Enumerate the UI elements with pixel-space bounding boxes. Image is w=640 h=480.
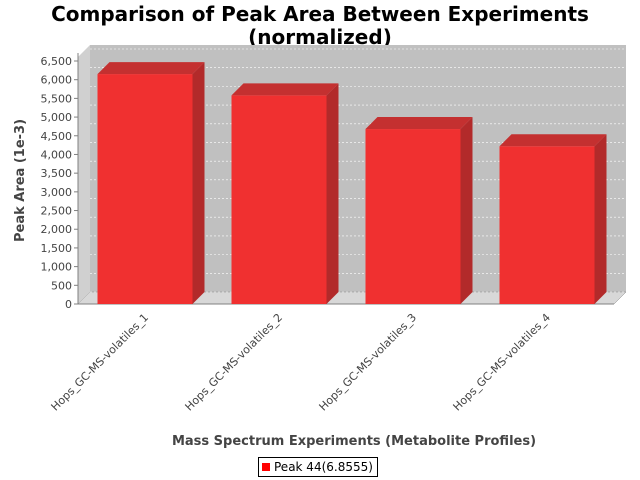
bar-top xyxy=(97,62,205,75)
x-tick-label: Hops_GC-MS-volatiles_3 xyxy=(317,311,420,414)
y-tick-label: 1,000 xyxy=(41,261,73,274)
y-tick-label: 4,000 xyxy=(41,148,73,161)
x-tick-label: Hops_GC-MS-volatiles_1 xyxy=(49,311,152,414)
bar-1 xyxy=(97,74,193,304)
legend-label: Peak 44(6.8555) xyxy=(274,460,373,474)
plot-side-wall xyxy=(78,45,90,304)
bar-side xyxy=(460,117,473,304)
y-tick-label: 0 xyxy=(65,298,72,311)
y-tick-label: 6,000 xyxy=(41,74,73,87)
bar-side xyxy=(192,62,205,305)
y-axis-title: Peak Area (1e-3) xyxy=(13,119,28,242)
y-tick-label: 3,500 xyxy=(41,167,73,180)
bar-top xyxy=(231,83,339,96)
y-tick-label: 2,000 xyxy=(41,223,73,236)
y-tick-label: 3,000 xyxy=(41,186,73,199)
x-axis-title: Mass Spectrum Experiments (Metabolite Pr… xyxy=(172,434,536,449)
y-tick-label: 4,500 xyxy=(41,130,73,143)
bar-top xyxy=(365,117,473,130)
bar-side xyxy=(326,83,339,304)
bar-2 xyxy=(231,95,327,304)
y-tick-label: 6,500 xyxy=(41,55,73,68)
chart-title-line-2: (normalized) xyxy=(248,25,392,49)
y-tick-label: 1,500 xyxy=(41,242,73,255)
legend-swatch-peak-44 xyxy=(262,463,270,471)
y-tick-label: 5,000 xyxy=(41,111,73,124)
bar-side xyxy=(594,134,607,304)
bar-top xyxy=(499,134,607,147)
chart-legend: Peak 44(6.8555) xyxy=(258,457,378,477)
y-tick-label: 2,500 xyxy=(41,205,73,218)
bar-4 xyxy=(499,146,595,304)
x-tick-label: Hops_GC-MS-volatiles_4 xyxy=(451,311,554,414)
y-tick-label: 5,500 xyxy=(41,92,73,105)
chart-title-line-1: Comparison of Peak Area Between Experime… xyxy=(51,2,589,26)
x-tick-label: Hops_GC-MS-volatiles_2 xyxy=(183,311,286,414)
y-tick-label: 500 xyxy=(51,279,72,292)
bar-3 xyxy=(365,129,461,304)
